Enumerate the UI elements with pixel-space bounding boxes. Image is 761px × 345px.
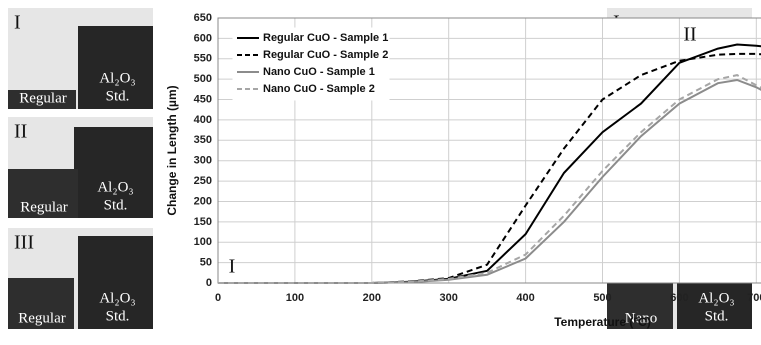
sample-block xyxy=(607,278,673,329)
stage-label: III xyxy=(14,232,34,254)
y-tick-label: 50 xyxy=(200,257,212,269)
y-tick-label: 500 xyxy=(194,73,212,85)
photo-panel: III Regular Al₂O₃ Std. xyxy=(8,228,153,329)
annotation: I xyxy=(229,256,236,278)
y-tick-label: 450 xyxy=(194,93,212,105)
standard-label: Std. xyxy=(104,197,128,213)
legend-label: Nano CuO - Sample 1 xyxy=(263,66,375,78)
photo-panel: I Regular Al₂O₃ Std. xyxy=(8,8,153,109)
y-tick-label: 150 xyxy=(194,216,212,228)
legend-box xyxy=(232,27,390,101)
x-tick-label: 600 xyxy=(670,292,688,304)
y-tick-label: 600 xyxy=(194,32,212,44)
legend-label: Nano CuO - Sample 2 xyxy=(263,83,375,95)
standard-label: Al₂O₃ xyxy=(97,179,133,195)
sample-label: Regular xyxy=(20,199,67,215)
standard-label: Std. xyxy=(106,88,130,104)
x-tick-label: 500 xyxy=(593,292,611,304)
standard-label: Al₂O₃ xyxy=(99,290,135,306)
sample-block xyxy=(8,169,78,218)
annotation: II xyxy=(683,24,696,46)
photo-panel: II Regular Al₂O₃ Std. xyxy=(8,117,153,218)
standard-label: Al₂O₃ xyxy=(698,290,734,306)
standard-label: Al₂O₃ xyxy=(99,70,135,86)
y-tick-label: 650 xyxy=(194,12,212,24)
stage-label: II xyxy=(14,121,27,143)
y-axis-label: Change in Length (µm) xyxy=(165,85,179,215)
y-tick-label: 250 xyxy=(194,175,212,187)
x-tick-label: 300 xyxy=(440,292,458,304)
sample-label: Regular xyxy=(18,310,65,326)
y-tick-label: 550 xyxy=(194,53,212,65)
standard-label: Std. xyxy=(705,308,729,324)
y-tick-label: 400 xyxy=(194,114,212,126)
data-line xyxy=(218,74,761,284)
standard-label: Std. xyxy=(106,308,130,324)
stage-label: I xyxy=(14,12,21,34)
sample-block xyxy=(8,278,74,329)
standard-block xyxy=(74,127,153,218)
legend-label: Regular CuO - Sample 1 xyxy=(263,32,388,44)
standard-block xyxy=(78,26,153,109)
y-tick-label: 350 xyxy=(194,134,212,146)
x-tick-label: 400 xyxy=(516,292,534,304)
x-tick-label: 700 xyxy=(747,292,761,304)
y-tick-label: 300 xyxy=(194,155,212,167)
sample-label: Nano xyxy=(625,310,658,326)
y-tick-label: 100 xyxy=(194,236,212,248)
legend-label: Regular CuO - Sample 2 xyxy=(263,49,388,61)
standard-block xyxy=(78,236,153,329)
plot-frame xyxy=(217,17,761,284)
x-tick-label: 200 xyxy=(363,292,381,304)
x-tick-label: 100 xyxy=(286,292,304,304)
sample-block xyxy=(8,90,76,109)
y-tick-label: 200 xyxy=(194,195,212,207)
y-tick-label: 0 xyxy=(206,277,212,289)
x-tick-label: 0 xyxy=(215,292,221,304)
x-axis-label: Temperature (°C) xyxy=(554,315,651,329)
sample-label: Regular xyxy=(19,90,66,106)
